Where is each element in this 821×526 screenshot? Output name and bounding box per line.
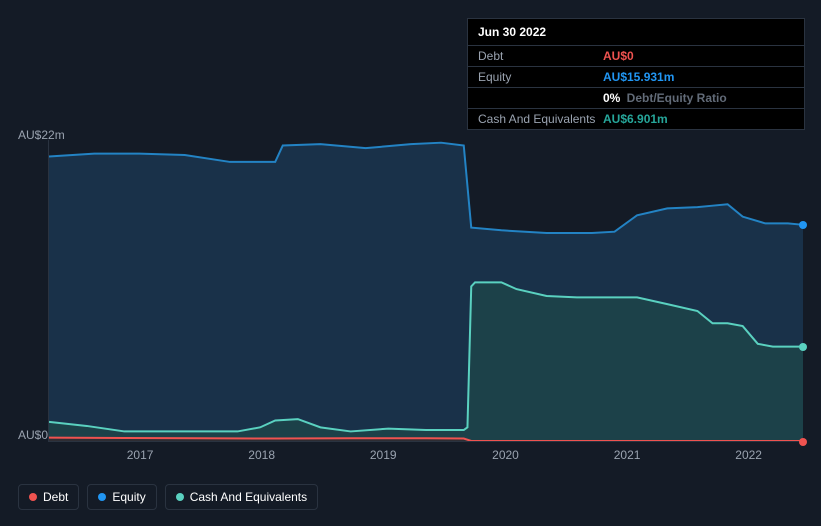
tooltip-row: EquityAU$15.931m <box>468 67 804 88</box>
x-axis-tick: 2020 <box>492 448 519 462</box>
tooltip-date: Jun 30 2022 <box>468 19 804 46</box>
tooltip-value: AU$6.901m <box>603 112 668 126</box>
legend-label: Debt <box>43 490 68 504</box>
legend-label: Cash And Equivalents <box>190 490 307 504</box>
legend: Debt Equity Cash And Equivalents <box>18 484 318 510</box>
chart-container <box>18 140 803 442</box>
x-axis-tick: 2021 <box>614 448 641 462</box>
legend-item-debt[interactable]: Debt <box>18 484 79 510</box>
series-end-dot <box>799 343 807 351</box>
x-axis-tick: 2022 <box>735 448 762 462</box>
series-end-dot <box>799 221 807 229</box>
legend-dot-icon <box>29 493 37 501</box>
x-axis-tick: 2018 <box>248 448 275 462</box>
tooltip-label: Equity <box>478 70 603 84</box>
tooltip-label: Debt <box>478 49 603 63</box>
tooltip-row: 0% Debt/Equity Ratio <box>468 88 804 109</box>
x-axis-tick: 2017 <box>127 448 154 462</box>
tooltip-row: Cash And EquivalentsAU$6.901m <box>468 109 804 129</box>
tooltip-label: Cash And Equivalents <box>478 112 603 126</box>
tooltip-value: 0% Debt/Equity Ratio <box>603 91 727 105</box>
x-axis-tick: 2019 <box>370 448 397 462</box>
tooltip-label <box>478 91 603 105</box>
legend-dot-icon <box>176 493 184 501</box>
area-chart[interactable] <box>48 140 803 442</box>
legend-item-cash-and-equivalents[interactable]: Cash And Equivalents <box>165 484 318 510</box>
legend-label: Equity <box>112 490 145 504</box>
legend-item-equity[interactable]: Equity <box>87 484 156 510</box>
x-axis: 2017 2018 2019 2020 2021 2022 <box>48 448 803 468</box>
series-end-dot <box>799 438 807 446</box>
tooltip-value: AU$15.931m <box>603 70 674 84</box>
tooltip-row: DebtAU$0 <box>468 46 804 67</box>
tooltip-panel: Jun 30 2022 DebtAU$0EquityAU$15.931m0% D… <box>467 18 805 130</box>
tooltip-value: AU$0 <box>603 49 634 63</box>
legend-dot-icon <box>98 493 106 501</box>
